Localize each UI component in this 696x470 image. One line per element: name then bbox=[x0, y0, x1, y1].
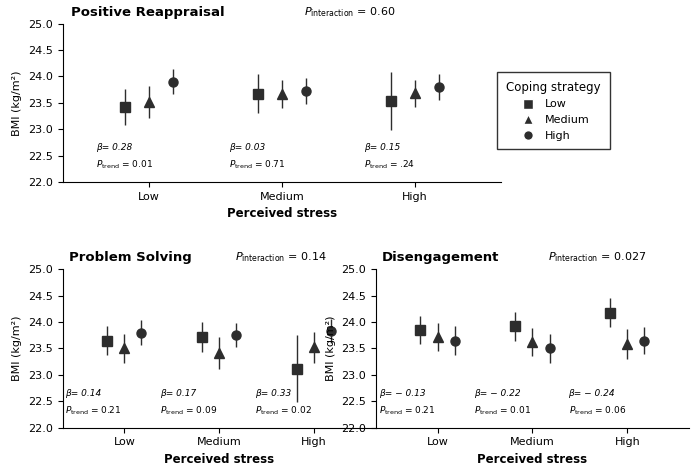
X-axis label: Perceived stress: Perceived stress bbox=[164, 453, 274, 466]
Text: β= − 0.13: β= − 0.13 bbox=[379, 389, 425, 398]
Text: $P_{\rm trend}$ = .24: $P_{\rm trend}$ = .24 bbox=[364, 159, 416, 171]
Text: $P_{\rm trend}$ = 0.21: $P_{\rm trend}$ = 0.21 bbox=[379, 405, 435, 417]
Text: Problem Solving: Problem Solving bbox=[69, 251, 191, 265]
Y-axis label: BMI (kg/m²): BMI (kg/m²) bbox=[13, 316, 22, 381]
Text: β= 0.15: β= 0.15 bbox=[364, 143, 400, 152]
Text: β= 0.14: β= 0.14 bbox=[65, 389, 102, 398]
Legend: Low, Medium, High: Low, Medium, High bbox=[497, 72, 610, 149]
Text: β= 0.33: β= 0.33 bbox=[255, 389, 292, 398]
Text: $P_{\rm trend}$ = 0.01: $P_{\rm trend}$ = 0.01 bbox=[473, 405, 531, 417]
Text: β= 0.17: β= 0.17 bbox=[160, 389, 197, 398]
Text: $P_{\rm trend}$ = 0.09: $P_{\rm trend}$ = 0.09 bbox=[160, 405, 218, 417]
Text: β= − 0.22: β= − 0.22 bbox=[473, 389, 520, 398]
Text: $P_{\rm interaction}$ = 0.60: $P_{\rm interaction}$ = 0.60 bbox=[303, 5, 395, 19]
Text: $P_{\rm trend}$ = 0.71: $P_{\rm trend}$ = 0.71 bbox=[229, 159, 285, 171]
Text: $P_{\rm trend}$ = 0.01: $P_{\rm trend}$ = 0.01 bbox=[96, 159, 153, 171]
Text: β= − 0.24: β= − 0.24 bbox=[569, 389, 615, 398]
X-axis label: Perceived stress: Perceived stress bbox=[227, 207, 337, 220]
X-axis label: Perceived stress: Perceived stress bbox=[477, 453, 587, 466]
Text: β= 0.03: β= 0.03 bbox=[229, 143, 265, 152]
Text: Positive Reappraisal: Positive Reappraisal bbox=[72, 6, 225, 19]
Text: $P_{\rm interaction}$ = 0.14: $P_{\rm interaction}$ = 0.14 bbox=[235, 251, 326, 265]
Y-axis label: BMI (kg/m²): BMI (kg/m²) bbox=[13, 70, 22, 135]
Text: $P_{\rm trend}$ = 0.21: $P_{\rm trend}$ = 0.21 bbox=[65, 405, 122, 417]
Text: $P_{\rm interaction}$ = 0.027: $P_{\rm interaction}$ = 0.027 bbox=[548, 251, 647, 265]
Text: Disengagement: Disengagement bbox=[382, 251, 500, 265]
Text: $P_{\rm trend}$ = 0.02: $P_{\rm trend}$ = 0.02 bbox=[255, 405, 313, 417]
Y-axis label: BMI (kg/m²): BMI (kg/m²) bbox=[326, 316, 335, 381]
Text: β= 0.28: β= 0.28 bbox=[96, 143, 132, 152]
Text: $P_{\rm trend}$ = 0.06: $P_{\rm trend}$ = 0.06 bbox=[569, 405, 626, 417]
